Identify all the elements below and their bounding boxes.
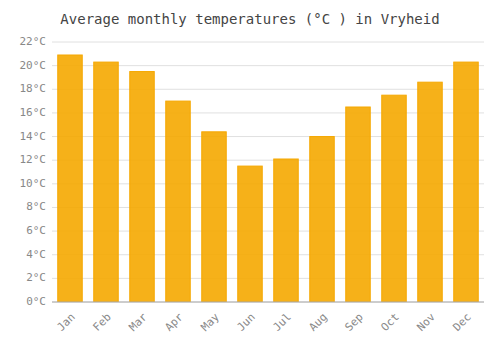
bar (130, 72, 154, 302)
x-tick-label: Nov (415, 310, 439, 334)
x-tick-label: Dec (451, 311, 474, 334)
x-tick-label: Aug (307, 311, 330, 334)
x-tick-label: Jan (55, 311, 78, 334)
y-tick-label: 16°C (20, 106, 47, 119)
y-tick-label: 4°C (26, 248, 46, 261)
y-tick-label: 22°C (20, 35, 47, 48)
x-tick-label: Sep (343, 311, 366, 334)
title: Average monthly temperatures (°C ) in Vr… (60, 11, 439, 27)
grid-line (52, 302, 484, 303)
bars (58, 55, 478, 302)
y-tick-label: 6°C (26, 224, 46, 237)
x-tick-label: Mar (127, 310, 151, 334)
x-axis: Jan Feb Mar Apr May Jun Jul Aug Sep Oct Nov Dec (55, 310, 474, 334)
bar (310, 137, 334, 302)
y-tick-label: 10°C (20, 177, 47, 190)
bar (346, 107, 370, 302)
x-tick-label: May (199, 310, 223, 334)
bar (454, 62, 478, 302)
x-tick-label: Jun (235, 311, 258, 334)
bar (166, 101, 190, 302)
bar (418, 82, 442, 302)
y-tick-label: 18°C (20, 82, 47, 95)
x-tick-label: Feb (91, 311, 114, 334)
y-tick-label: 12°C (20, 153, 47, 166)
y-tick-label: 2°C (26, 271, 46, 284)
y-grid (52, 42, 484, 302)
bar (58, 55, 82, 302)
bar (382, 95, 406, 302)
x-axis-line (52, 302, 484, 303)
bar (274, 159, 298, 302)
y-axis: 0°C 2°C 4°C 6°C 8°C 10°C 12°C 14°C 16°C 18°C 20°C 2… (20, 35, 47, 308)
bar (202, 132, 226, 302)
bar (238, 166, 262, 302)
chart-container: Average monthly temperatures (°C ) in Vr… (0, 0, 500, 350)
y-tick-label: 0°C (26, 295, 46, 308)
x-tick-label: Oct (379, 311, 402, 334)
chart: Average monthly temperatures (°C ) in Vr… (0, 0, 500, 350)
grid-line (52, 42, 484, 43)
y-tick-label: 20°C (20, 59, 47, 72)
x-tick-label: Jul (271, 311, 294, 334)
y-tick-label: 14°C (20, 130, 47, 143)
bar (94, 62, 118, 302)
y-tick-label: 8°C (26, 200, 46, 213)
x-tick-label: Apr (163, 310, 187, 334)
